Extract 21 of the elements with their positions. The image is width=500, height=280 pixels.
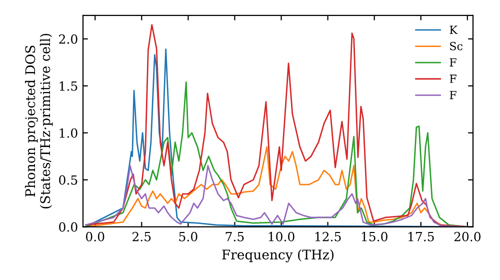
x-tick-label: 2.5 xyxy=(132,232,151,242)
y-tick-label: 0.5 xyxy=(59,175,78,185)
y-tick-label: 1.5 xyxy=(60,81,78,91)
x-tick-label: 5.0 xyxy=(179,232,198,242)
x-tick-label: 7.5 xyxy=(226,232,244,242)
y-tick-label: 2.0 xyxy=(59,34,78,44)
legend-label: F xyxy=(450,58,456,66)
y-axis-title: Phonon projected DOS (States/THz·primitive cell) xyxy=(24,34,53,208)
y-tick-label: 1.0 xyxy=(60,128,78,138)
x-tick-label: 10.0 xyxy=(268,232,294,242)
x-axis-title: Frequency (THz) xyxy=(222,249,334,262)
x-tick-label: 20.0 xyxy=(454,232,480,242)
legend-label: Sc xyxy=(450,42,462,50)
y-tick-label: 0.0 xyxy=(59,222,78,232)
x-tick-label: 17.5 xyxy=(408,232,434,242)
x-tick-label: 0.0 xyxy=(86,232,104,242)
legend-label: F xyxy=(450,74,456,83)
x-tick-label: 12.5 xyxy=(315,232,341,242)
legend-label: K xyxy=(450,26,458,34)
legend-label: F xyxy=(450,90,456,100)
x-tick-label: 15.0 xyxy=(362,232,388,242)
